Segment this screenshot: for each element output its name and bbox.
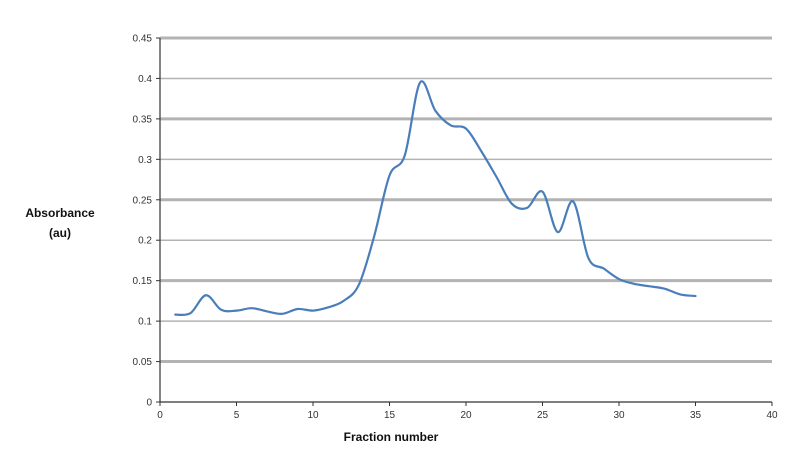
x-tick-label: 15	[384, 410, 396, 421]
data-point	[557, 231, 559, 233]
data-point	[480, 150, 482, 152]
data-point	[434, 110, 436, 112]
y-tick-label: 0.25	[133, 195, 153, 206]
x-axis-title: Fraction number	[344, 430, 439, 444]
x-tick-label: 30	[613, 410, 625, 421]
data-point	[649, 285, 651, 287]
x-tick-label: 20	[460, 410, 472, 421]
data-point	[312, 310, 314, 312]
data-point	[327, 306, 329, 308]
axes	[159, 38, 772, 403]
y-tick-labels: 0 0.05 0.1 0.15 0.2 0.25 0.3 0.35 0.4 0.45	[133, 34, 160, 409]
data-point	[297, 308, 299, 310]
y-tick-label: 0.15	[133, 276, 153, 287]
y-tick-label: 0.2	[138, 236, 152, 247]
data-point	[236, 310, 238, 312]
data-point	[266, 310, 268, 312]
data-point	[450, 124, 452, 126]
data-point	[174, 314, 176, 316]
data-point	[358, 284, 360, 286]
x-tick-label: 5	[234, 410, 240, 421]
data-point	[695, 295, 697, 297]
data-point	[220, 309, 222, 311]
data-point	[679, 293, 681, 295]
data-point	[404, 154, 406, 156]
data-point	[343, 300, 345, 302]
data-point	[251, 307, 253, 309]
x-tick-labels: 0 5 10 15 20 25 30 35 40	[157, 402, 778, 421]
series-line	[174, 80, 697, 317]
y-tick-label: 0.1	[138, 317, 152, 328]
data-point	[542, 191, 544, 193]
y-axis-title-line1: Absorbance	[25, 206, 95, 220]
x-tick-label: 25	[537, 410, 549, 421]
grid-lines	[160, 36, 772, 364]
data-point	[496, 176, 498, 178]
y-tick-label: 0.45	[133, 34, 153, 45]
x-tick-label: 0	[157, 410, 163, 421]
data-point	[465, 128, 467, 130]
data-point	[419, 81, 421, 83]
data-point	[618, 278, 620, 280]
data-point	[587, 257, 589, 259]
data-point	[633, 283, 635, 285]
data-point	[572, 200, 574, 202]
series-layer	[174, 80, 697, 317]
data-point	[373, 235, 375, 237]
x-tick-label: 40	[766, 410, 778, 421]
data-point	[281, 313, 283, 315]
x-tick-label: 10	[307, 410, 319, 421]
data-point	[205, 294, 207, 296]
data-point	[526, 207, 528, 209]
y-axis-title-line2: (au)	[49, 226, 71, 240]
data-point	[511, 203, 513, 205]
data-point	[389, 175, 391, 177]
y-tick-label: 0.05	[133, 357, 153, 368]
y-tick-label: 0.4	[138, 74, 152, 85]
data-point	[664, 288, 666, 290]
data-point	[603, 268, 605, 270]
y-tick-label: 0.3	[138, 155, 152, 166]
y-tick-label: 0	[146, 398, 152, 409]
y-tick-label: 0.35	[133, 114, 153, 125]
data-point	[190, 312, 192, 314]
x-tick-label: 35	[690, 410, 702, 421]
